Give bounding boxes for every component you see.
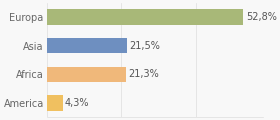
Bar bbox=[46, 96, 62, 111]
Text: 4,3%: 4,3% bbox=[65, 98, 89, 108]
Bar bbox=[46, 38, 127, 54]
Text: 21,3%: 21,3% bbox=[128, 69, 159, 79]
Bar bbox=[46, 66, 126, 82]
Text: 21,5%: 21,5% bbox=[129, 41, 160, 51]
Text: 52,8%: 52,8% bbox=[246, 12, 277, 22]
Bar bbox=[46, 9, 244, 24]
